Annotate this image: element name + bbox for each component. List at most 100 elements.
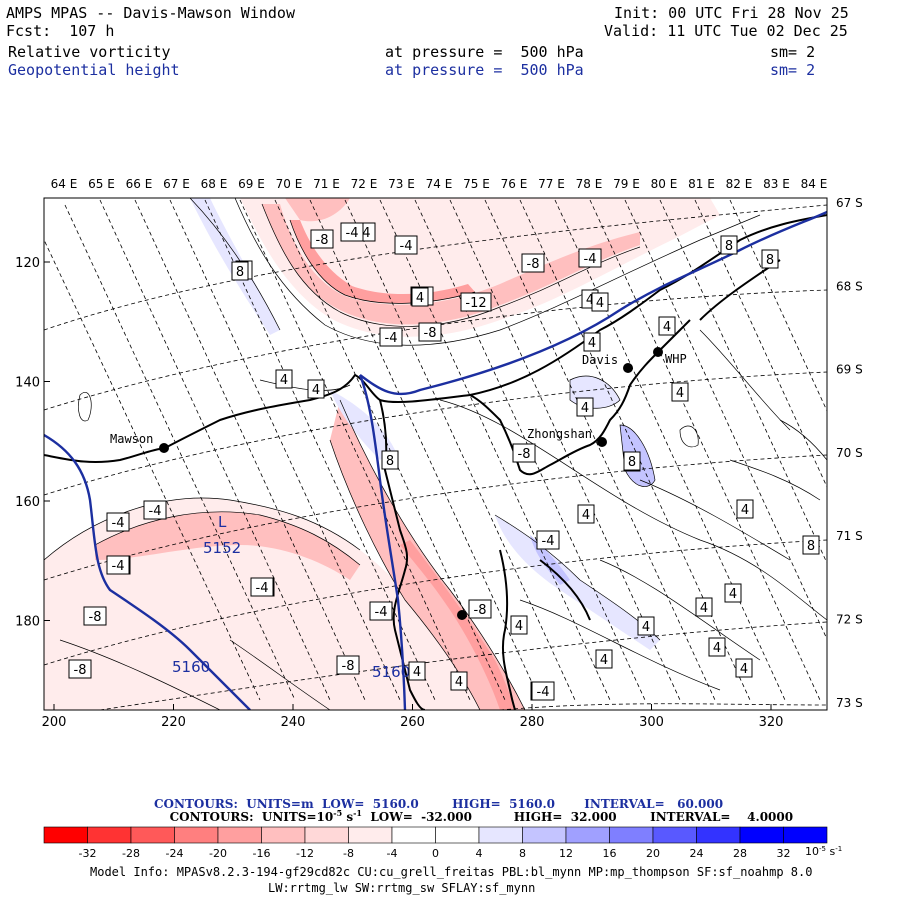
neg-vorticity-band-upper-core <box>262 204 640 325</box>
right-lat-label: 70 S <box>836 446 863 460</box>
top-lon-label: 75 E <box>463 177 490 191</box>
vorticity-label-text: -4 <box>149 504 162 519</box>
vorticity-label-box: -4 <box>106 555 130 575</box>
vorticity-label-text: -4 <box>346 226 359 241</box>
neg-vorticity-strip-core <box>400 540 515 710</box>
height-label-west: 5160 <box>172 658 210 676</box>
vorticity-label-box: 8 <box>761 249 779 269</box>
vorticity-label-box: -8 <box>68 659 92 679</box>
vorticity-label-text: -4 <box>542 534 555 549</box>
vorticity-label-text: 4 <box>312 383 320 398</box>
vorticity-label-text: -4 <box>375 605 388 620</box>
vorticity-label-text: -4 <box>400 239 413 254</box>
station-label-whp: WHP <box>665 352 687 366</box>
vorticity-label-text: 4 <box>642 620 650 635</box>
bottom-x-label: 260 <box>400 715 425 730</box>
vorticity-label-text: 4 <box>740 662 748 677</box>
field2-level: at pressure = 500 hPa <box>385 61 584 79</box>
vorticity-label-box: -4 <box>536 530 560 550</box>
colorbar-cell <box>217 826 262 844</box>
colorbar-cell <box>304 826 349 844</box>
model-info-line1: Model Info: MPASv8.2.3-194-gf29cd82c CU:… <box>90 865 813 879</box>
valid-time: Valid: 11 UTC Tue 02 Dec 25 <box>604 22 848 40</box>
left-y-label: 120 <box>15 256 40 271</box>
top-lon-label: 83 E <box>763 177 790 191</box>
vorticity-label-text: 4 <box>515 619 523 634</box>
top-lon-label: 70 E <box>276 177 303 191</box>
vorticity-label-box: 4 <box>658 316 676 336</box>
vorticity-label-box: 8 <box>231 261 249 281</box>
vorticity-label-box: -4 <box>143 500 167 520</box>
vorticity-label-text: 8 <box>725 239 733 254</box>
right-latitude-axis: 67 S 68 S 69 S 70 S 71 S 72 S 73 S <box>836 196 863 710</box>
vorticity-label-box: 4 <box>583 332 601 352</box>
vorticity-label-text: 4 <box>713 641 721 656</box>
vorticity-label-box: -4 <box>369 601 393 621</box>
bottom-x-label: 320 <box>759 715 784 730</box>
station-marker-mawson <box>159 443 169 453</box>
colorbar-cell <box>174 826 219 844</box>
vorticity-label-text: -4 <box>385 331 398 346</box>
vorticity-label-text: 4 <box>455 675 463 690</box>
vorticity-label-text: 8 <box>628 455 636 470</box>
vorticity-label-box: 4 <box>695 597 713 617</box>
colorbar-cell <box>87 826 132 844</box>
vorticity-label-text: 4 <box>586 293 594 308</box>
colorbar-label: 20 <box>646 847 660 860</box>
contour-info-vorticity: CONTOURS: UNITS=10-5 s-1 LOW= -32.000 HI… <box>132 808 822 824</box>
contour-info-vort-exp: -5 <box>333 808 342 818</box>
top-lon-label: 67 E <box>163 177 190 191</box>
colorbar-label: -28 <box>122 847 140 860</box>
vorticity-label-text: -4 <box>112 559 125 574</box>
vorticity-label-box: -4 <box>379 327 403 347</box>
top-lon-label: 78 E <box>576 177 603 191</box>
right-lat-label: 73 S <box>836 696 863 710</box>
right-lat-label: 72 S <box>836 613 863 627</box>
colorbar-cell <box>522 826 567 844</box>
station-label-zhongshan: Zhongshan <box>527 427 592 441</box>
contour-info-vort-a: CONTOURS: UNITS=10 <box>170 810 334 824</box>
vorticity-label-box: -4 <box>106 512 130 532</box>
field1-smoothing: sm= 2 <box>770 43 816 61</box>
vorticity-label-box: 4 <box>736 499 754 519</box>
colorbar-label: -8 <box>343 847 354 860</box>
vorticity-label-text: 4 <box>588 336 596 351</box>
colorbar-label: 24 <box>690 847 704 860</box>
vorticity-label-text: 4 <box>280 373 288 388</box>
vorticity-contours <box>44 198 827 710</box>
vorticity-label-box: 4 <box>724 583 742 603</box>
forecast-hour: Fcst: 107 h <box>6 22 115 40</box>
vorticity-label-text: -8 <box>74 663 87 678</box>
top-lon-label: 64 E <box>51 177 78 191</box>
colorbar-cell <box>739 826 784 844</box>
pos-vorticity-center <box>330 390 395 460</box>
colorbar-label: 32 <box>777 847 791 860</box>
top-lon-label: 80 E <box>651 177 678 191</box>
top-lon-label: 79 E <box>613 177 640 191</box>
colorbar-cell <box>43 826 88 844</box>
top-lon-label: 68 E <box>201 177 228 191</box>
colorbar-cell <box>652 826 697 844</box>
vorticity-label-text: -12 <box>465 296 486 311</box>
vorticity-labels: -8-4-4-8-4-4-12-4-8844448844-4-48-4-8-4-… <box>68 222 820 701</box>
right-lat-label: 67 S <box>836 196 863 210</box>
station-marker-unnamed <box>457 610 467 620</box>
height-label-low: 5152 <box>203 539 241 557</box>
colorbar-cell <box>130 826 175 844</box>
contour-info-vort-c: LOW= -32.000 HIGH= 32.000 INTERVAL= 4.00… <box>362 810 793 824</box>
top-lon-label: 71 E <box>313 177 340 191</box>
top-lon-label: 66 E <box>126 177 153 191</box>
vorticity-label-box: -4 <box>250 577 274 597</box>
vorticity-label-box: 4 <box>708 637 726 657</box>
neg-vorticity-top <box>285 198 350 222</box>
left-y-label: 180 <box>15 615 40 630</box>
top-lon-label: 73 E <box>388 177 415 191</box>
vorticity-label-box: 4 <box>411 287 429 307</box>
vorticity-label-box: 4 <box>275 369 293 389</box>
station-label-mawson: Mawson <box>110 432 153 446</box>
vorticity-label-box: 4 <box>577 504 595 524</box>
field2-name: Geopotential height <box>8 61 180 79</box>
colorbar-cell <box>565 826 610 844</box>
vorticity-label-text: 4 <box>729 587 737 602</box>
